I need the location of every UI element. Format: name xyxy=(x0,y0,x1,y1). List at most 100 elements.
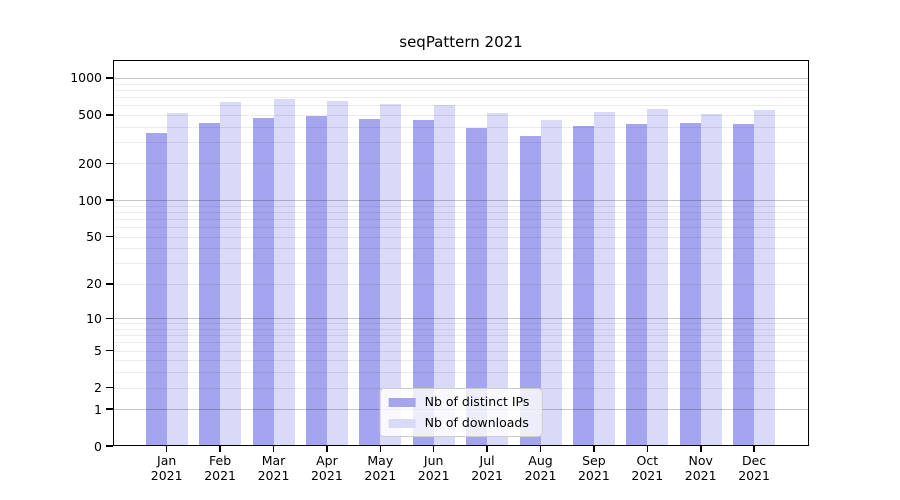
gridline-400 xyxy=(113,126,809,128)
y-tick-10 xyxy=(106,317,113,319)
bars-layer xyxy=(113,60,809,446)
x-tick-oct xyxy=(646,446,648,452)
gridline-200 xyxy=(113,163,809,165)
bar-downloads-nov xyxy=(700,113,722,446)
gridline-20 xyxy=(113,283,809,285)
bar-distinct-ips-jul xyxy=(466,128,488,446)
gridline-10 xyxy=(113,318,809,320)
bar-downloads-dec xyxy=(754,109,776,446)
x-tick-apr xyxy=(326,446,328,452)
y-tick-label-20: 20 xyxy=(86,276,102,292)
y-tick-label-50: 50 xyxy=(86,229,102,244)
bar-distinct-ips-jan xyxy=(145,133,167,446)
gridline-500 xyxy=(113,114,809,116)
bar-distinct-ips-may xyxy=(359,118,381,446)
y-tick-label-10: 10 xyxy=(86,310,102,326)
gridline-40 xyxy=(113,248,809,250)
gridline-1000 xyxy=(113,77,809,79)
y-tick-500 xyxy=(106,114,113,116)
y-tick-0 xyxy=(106,445,113,447)
y-tick-20 xyxy=(106,283,113,285)
x-tick-label-sep: Sep 2021 xyxy=(577,453,610,483)
gridline-900 xyxy=(113,83,809,85)
x-tick-sep xyxy=(593,446,595,452)
y-tick-50 xyxy=(106,235,113,238)
legend: Nb of distinct IPs Nb of downloads xyxy=(379,388,543,437)
bar-distinct-ips-mar xyxy=(252,118,274,446)
bar-downloads-may xyxy=(380,104,402,446)
bar-downloads-feb xyxy=(220,102,242,446)
x-tick-dec xyxy=(753,446,755,452)
x-tick-jun xyxy=(432,446,435,452)
gridline-30 xyxy=(113,263,809,264)
x-tick-mar xyxy=(272,446,275,452)
x-tick-label-jun: Jun 2021 xyxy=(417,453,450,483)
bar-distinct-ips-feb xyxy=(199,122,221,446)
bar-downloads-apr xyxy=(326,101,348,446)
gridline-5 xyxy=(113,350,809,352)
bar-distinct-ips-aug xyxy=(519,136,541,446)
legend-item-distinct-ips: Nb of distinct IPs xyxy=(388,394,530,409)
x-tick-label-nov: Nov 2021 xyxy=(684,453,717,483)
x-tick-label-jan: Jan 2021 xyxy=(150,453,183,483)
bar-distinct-ips-oct xyxy=(626,124,648,446)
x-tick-label-dec: Dec 2021 xyxy=(738,453,770,483)
legend-label-downloads: Nb of downloads xyxy=(424,415,529,430)
y-tick-5 xyxy=(106,349,113,352)
gridline-100 xyxy=(113,200,809,202)
gridline-60 xyxy=(113,227,809,228)
y-tick-200 xyxy=(106,162,113,165)
y-tick-label-0: 0 xyxy=(94,438,102,454)
gridline-9 xyxy=(113,323,809,325)
x-tick-jan xyxy=(165,446,168,452)
gridline-90 xyxy=(113,205,809,207)
x-tick-feb xyxy=(219,446,221,452)
bar-distinct-ips-dec xyxy=(733,124,755,446)
legend-swatch-downloads xyxy=(388,418,416,428)
gridline-6 xyxy=(113,342,809,344)
x-tick-aug xyxy=(539,446,542,452)
gridline-80 xyxy=(113,211,809,213)
x-tick-label-aug: Aug 2021 xyxy=(524,453,557,483)
x-tick-label-jul: Jul 2021 xyxy=(471,453,503,483)
y-tick-label-1: 1 xyxy=(94,401,102,417)
y-tick-label-2: 2 xyxy=(94,380,102,395)
x-tick-may xyxy=(379,446,381,452)
bar-distinct-ips-jun xyxy=(412,119,434,446)
y-tick-100 xyxy=(106,199,113,201)
y-tick-label-5: 5 xyxy=(94,343,102,358)
bar-downloads-aug xyxy=(540,120,562,446)
bar-downloads-jun xyxy=(433,104,455,446)
gridline-7 xyxy=(113,335,809,337)
x-tick-label-feb: Feb 2021 xyxy=(204,453,236,483)
legend-swatch-distinct-ips xyxy=(388,397,416,407)
bar-downloads-oct xyxy=(647,109,669,446)
legend-item-downloads: Nb of downloads xyxy=(388,415,530,430)
y-tick-label-500: 500 xyxy=(78,107,102,123)
chart-title: seqPattern 2021 xyxy=(399,33,523,51)
x-tick-label-apr: Apr 2021 xyxy=(310,453,343,483)
gridline-3 xyxy=(113,372,809,374)
gridline-600 xyxy=(113,105,809,107)
gridline-4 xyxy=(113,360,809,362)
y-tick-label-200: 200 xyxy=(78,155,102,171)
gridline-800 xyxy=(113,89,809,91)
gridline-8 xyxy=(113,328,809,330)
bar-downloads-sep xyxy=(593,111,615,446)
bar-distinct-ips-sep xyxy=(572,126,594,446)
x-tick-nov xyxy=(700,446,702,452)
legend-label-distinct-ips: Nb of distinct IPs xyxy=(424,394,530,409)
gridlines-layer xyxy=(113,60,809,446)
x-tick-label-oct: Oct 2021 xyxy=(631,453,664,483)
bar-downloads-mar xyxy=(273,98,295,446)
y-tick-1000 xyxy=(106,77,113,79)
gridline-70 xyxy=(113,218,809,220)
y-tick-label-100: 100 xyxy=(78,192,102,208)
bar-downloads-jan xyxy=(166,112,188,446)
bar-distinct-ips-apr xyxy=(305,116,327,446)
gridline-300 xyxy=(113,141,809,143)
gridline-50 xyxy=(113,236,809,238)
gridline-700 xyxy=(113,96,809,98)
x-tick-label-may: May 2021 xyxy=(364,453,397,483)
